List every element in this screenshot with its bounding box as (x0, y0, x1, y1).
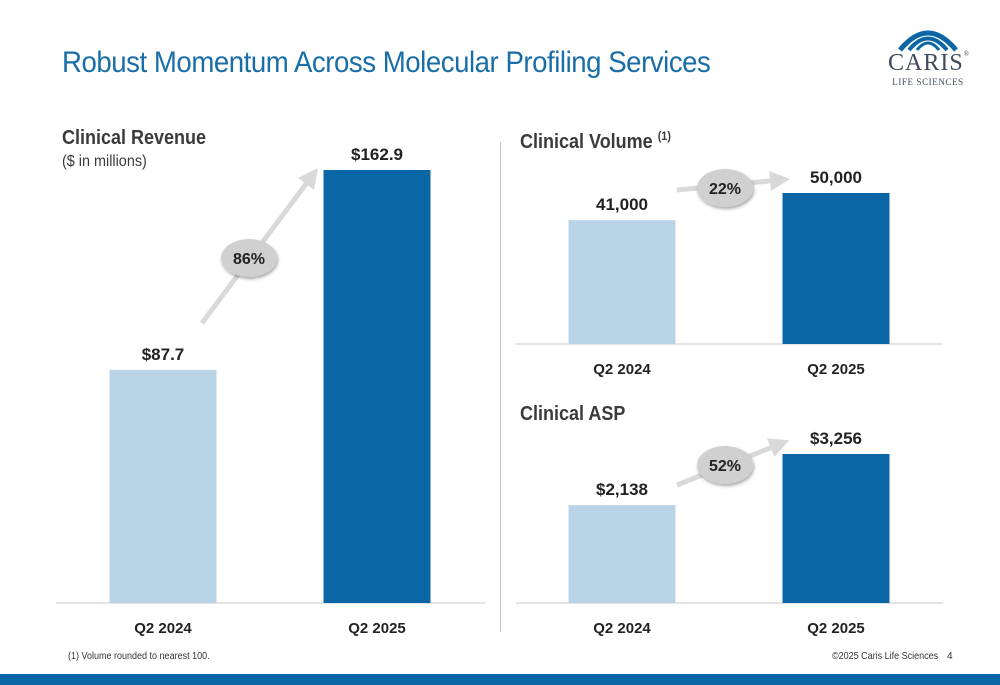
volume-chart-title: Clinical Volume (1) (520, 129, 671, 153)
logo-arcs-icon (898, 30, 958, 52)
revenue-tick-label-1: Q2 2024 (134, 620, 192, 637)
asp-growth-bubble (697, 446, 753, 484)
revenue-data-label-1: $87.7 (142, 345, 185, 364)
revenue-data-label-2: $162.9 (351, 145, 403, 164)
asp-data-label-1: $2,138 (596, 480, 648, 499)
volume-tick-label-1: Q2 2024 (593, 361, 651, 378)
revenue-chart-subtitle: ($ in millions) (62, 153, 147, 170)
revenue-bar-1 (109, 369, 217, 603)
volume-bar-2 (782, 193, 890, 344)
logo-subtitle: LIFE SCIENCES (892, 77, 964, 87)
logo-wordmark: CARIS® (888, 50, 971, 76)
page-title: Robust Momentum Across Molecular Profili… (62, 46, 711, 79)
asp-bar-1 (568, 505, 676, 603)
asp-bar-2 (782, 454, 890, 603)
revenue-growth-bubble (221, 239, 277, 277)
panel-divider (500, 142, 501, 632)
volume-tick-label-2: Q2 2025 (807, 361, 865, 378)
revenue-chart-title: Clinical Revenue (62, 127, 207, 149)
revenue-tick-label-2: Q2 2025 (348, 620, 406, 637)
volume-growth-bubble (697, 169, 753, 207)
volume-growth-label: 22% (709, 181, 741, 198)
bottom-bar (0, 674, 1000, 685)
revenue-growth-label: 86% (233, 251, 265, 268)
company-logo: CARIS® LIFE SCIENCES (888, 22, 971, 88)
footnote: (1) Volume rounded to nearest 100. (68, 651, 210, 662)
asp-tick-label-1: Q2 2024 (593, 620, 651, 637)
revenue-bar-2 (323, 170, 431, 603)
page-number: 4 (947, 651, 953, 662)
asp-chart-title: Clinical ASP (520, 403, 626, 425)
asp-tick-label-2: Q2 2025 (807, 620, 865, 637)
copyright: ©2025 Caris Life Sciences (832, 651, 939, 662)
volume-data-label-1: 41,000 (596, 195, 648, 214)
asp-growth-label: 52% (709, 458, 741, 475)
volume-bar-1 (568, 220, 676, 344)
volume-data-label-2: 50,000 (810, 168, 862, 187)
asp-data-label-2: $3,256 (810, 429, 862, 448)
